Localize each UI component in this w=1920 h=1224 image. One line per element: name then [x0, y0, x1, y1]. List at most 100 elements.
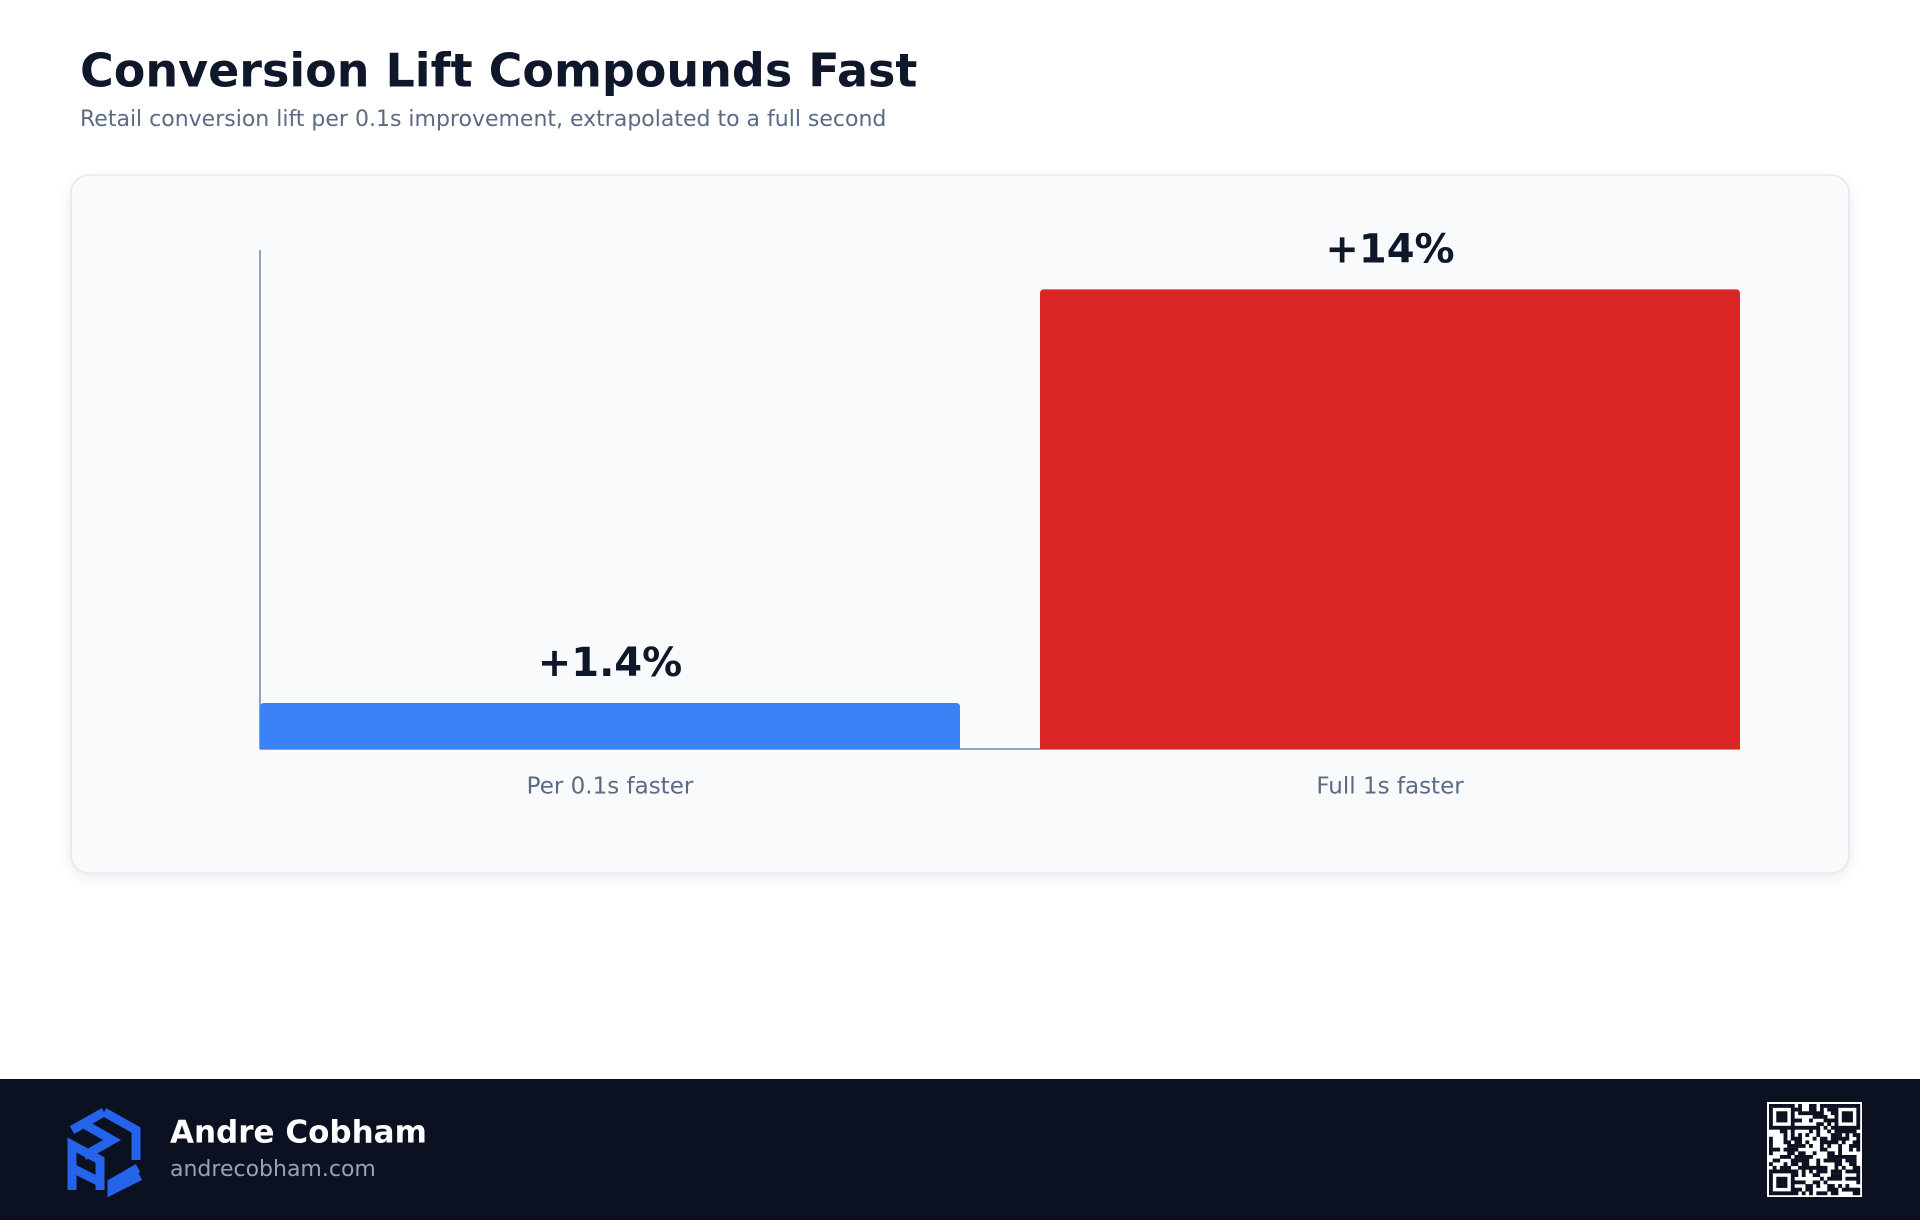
qr-cell: [1809, 1154, 1813, 1159]
qr-cell: [1794, 1136, 1799, 1141]
qr-cell: [1794, 1187, 1799, 1192]
qr-cell: [1787, 1147, 1792, 1152]
qr-cell: [1798, 1111, 1802, 1116]
qr-cell: [1769, 1162, 1773, 1167]
qr-cell: [1801, 1180, 1806, 1185]
qr-cell: [1856, 1114, 1861, 1119]
qr-cell: [1772, 1125, 1777, 1130]
qr-cell: [1783, 1180, 1788, 1185]
qr-cell: [1783, 1125, 1788, 1130]
qr-cell: [1783, 1118, 1788, 1123]
qr-cell: [1816, 1184, 1821, 1188]
qr-cell: [1838, 1176, 1842, 1181]
qr-cell: [1856, 1125, 1861, 1130]
qr-cell: [1783, 1176, 1788, 1181]
qr-cell: [1856, 1187, 1861, 1192]
qr-cell: [1783, 1169, 1788, 1174]
qr-cell: [1838, 1144, 1842, 1148]
qr-cell: [1827, 1154, 1832, 1159]
qr-cell: [1769, 1114, 1773, 1119]
qr-cell: [1856, 1147, 1861, 1152]
qr-cell: [1779, 1180, 1784, 1185]
qr-cell: [1798, 1165, 1802, 1170]
qr-cell: [1783, 1136, 1788, 1141]
qr-cell: [1816, 1114, 1821, 1119]
qr-cell: [1805, 1187, 1810, 1192]
qr-cell: [1769, 1147, 1773, 1152]
qr-cell: [1794, 1107, 1799, 1112]
qr-cell: [1856, 1133, 1861, 1137]
qr-cell: [1819, 1169, 1824, 1174]
qr-cell: [1783, 1154, 1788, 1159]
qr-cell: [1830, 1104, 1835, 1108]
qr-cell: [1809, 1187, 1813, 1192]
qr-cell: [1776, 1176, 1781, 1181]
qr-cell: [1849, 1118, 1853, 1123]
qr-cell: [1809, 1125, 1813, 1130]
qr-cell: [1798, 1151, 1802, 1156]
qr-cell: [1769, 1180, 1773, 1185]
qr-cell: [1769, 1191, 1773, 1196]
qr-cell: [1794, 1158, 1799, 1163]
qr-cell: [1852, 1191, 1857, 1196]
qr-cell: [1816, 1169, 1821, 1174]
qr-cell: [1823, 1118, 1828, 1123]
qr-cell: [1790, 1191, 1795, 1196]
qr-cell: [1794, 1180, 1799, 1185]
qr-cell: [1769, 1187, 1773, 1192]
qr-cell: [1841, 1111, 1846, 1116]
qr-cell: [1838, 1129, 1842, 1134]
qr-cell: [1776, 1125, 1781, 1130]
qr-cell: [1787, 1140, 1792, 1145]
qr-cell: [1834, 1133, 1839, 1137]
qr-cell: [1790, 1129, 1795, 1134]
author-name: Andre Cobham: [170, 1115, 427, 1151]
qr-cell: [1776, 1180, 1781, 1185]
qr-cell: [1827, 1104, 1832, 1108]
qr-cell: [1830, 1176, 1835, 1181]
x-tick-label: Per 0.1s faster: [527, 774, 694, 800]
qr-cell: [1838, 1184, 1842, 1188]
qr-cell: [1794, 1169, 1799, 1174]
qr-cell: [1827, 1122, 1832, 1127]
qr-cell: [1779, 1191, 1784, 1196]
qr-cell: [1801, 1191, 1806, 1196]
qr-cell: [1849, 1144, 1853, 1148]
qr-cell: [1816, 1129, 1821, 1134]
qr-cell: [1838, 1154, 1842, 1159]
qr-cell: [1809, 1129, 1813, 1134]
qr-cell: [1845, 1114, 1850, 1119]
qr-cell: [1798, 1158, 1802, 1163]
qr-cell: [1819, 1165, 1824, 1170]
qr-cell: [1849, 1169, 1853, 1174]
qr-cell: [1823, 1114, 1828, 1119]
qr-cell: [1783, 1114, 1788, 1119]
qr-cell: [1856, 1191, 1861, 1196]
qr-cell: [1852, 1140, 1857, 1145]
qr-cell: [1812, 1104, 1817, 1108]
qr-cell: [1834, 1107, 1839, 1112]
qr-cell: [1827, 1140, 1832, 1145]
qr-cell: [1827, 1107, 1832, 1112]
footer: [0, 1079, 1920, 1220]
qr-cell: [1776, 1169, 1781, 1174]
qr-cell: [1830, 1191, 1835, 1196]
qr-cell: [1823, 1180, 1828, 1185]
qr-cell: [1779, 1104, 1784, 1108]
qr-cell: [1801, 1162, 1806, 1167]
qr-cell: [1794, 1125, 1799, 1130]
qr-cell: [1769, 1140, 1773, 1145]
qr-cell: [1841, 1114, 1846, 1119]
qr-cell: [1769, 1111, 1773, 1116]
qr-cell: [1769, 1173, 1773, 1177]
qr-cell: [1838, 1136, 1842, 1141]
qr-cell: [1845, 1158, 1850, 1163]
qr-cell: [1812, 1107, 1817, 1112]
qr-cell: [1845, 1136, 1850, 1141]
qr-cell: [1794, 1162, 1799, 1167]
qr-cell: [1772, 1158, 1777, 1163]
qr-cell: [1838, 1125, 1842, 1130]
qr-cell: [1790, 1114, 1795, 1119]
qr-cell: [1790, 1107, 1795, 1112]
qr-cell: [1812, 1136, 1817, 1141]
